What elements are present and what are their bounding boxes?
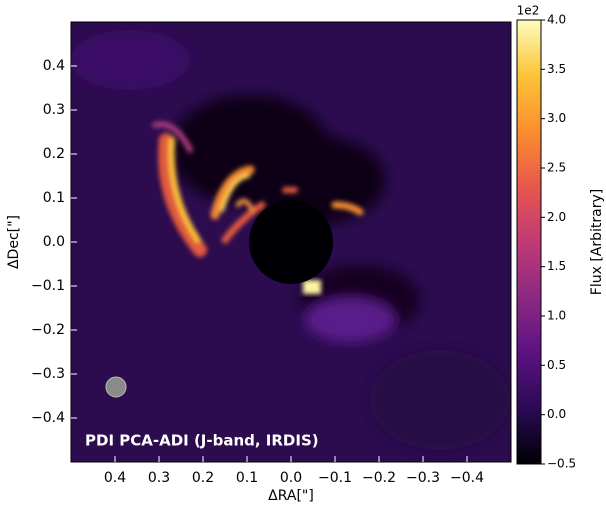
colorbar-tick-label: 3.0	[547, 111, 566, 125]
x-tick-label: −0.2	[362, 470, 396, 486]
x-tick-label: 0.0	[280, 470, 302, 486]
x-tick-label: −0.1	[318, 470, 352, 486]
y-tick-label: −0.4	[31, 410, 65, 426]
y-tick-label: 0.4	[43, 58, 65, 74]
colorbar-tick-label: 0.0	[547, 407, 566, 421]
y-tick-label: −0.1	[31, 278, 65, 294]
colorbar-tick-label: 2.5	[547, 161, 566, 175]
y-tick-label: 0.0	[43, 234, 65, 250]
colorbar-tick-label: 4.0	[547, 13, 566, 27]
x-tick-label: 0.4	[104, 470, 126, 486]
image	[71, 22, 511, 462]
colorbar-tick-label: 2.0	[547, 210, 566, 224]
y-tick-label: −0.3	[31, 366, 65, 382]
x-tick-label: 0.3	[148, 470, 170, 486]
y-tick-label: 0.3	[43, 102, 65, 118]
colorbar-scale	[516, 19, 542, 465]
colorbar-tick-label: 3.5	[547, 62, 566, 76]
y-axis-label: ΔDec["]	[6, 215, 22, 269]
colorbar-tick-label: 1.0	[547, 309, 566, 323]
x-tick-label: −0.3	[406, 470, 440, 486]
x-axis-label: ΔRA["]	[268, 488, 314, 504]
colorbar-tick-label: 0.5	[547, 358, 566, 372]
annotation: PDI PCA-ADI (J-band, IRDIS)	[85, 432, 319, 450]
colorbar: 1e2 Flux [Arbitrary] −0.5 0.0 0.5 1.0 1.5 2.0…	[516, 4, 605, 471]
y-tick-label: −0.2	[31, 322, 65, 338]
x-tick-label: 0.2	[192, 470, 214, 486]
colorbar-tick-label: 1.5	[547, 259, 566, 273]
x-tick-label: 0.1	[236, 470, 258, 486]
colorbar-tick-label: −0.5	[547, 457, 576, 471]
y-tick-label: 0.2	[43, 146, 65, 162]
colorbar-label: Flux [Arbitrary]	[589, 189, 605, 295]
y-tick-label: 0.1	[43, 190, 65, 206]
x-tick-label: −0.4	[450, 470, 484, 486]
colorbar-offset: 1e2	[517, 4, 540, 18]
